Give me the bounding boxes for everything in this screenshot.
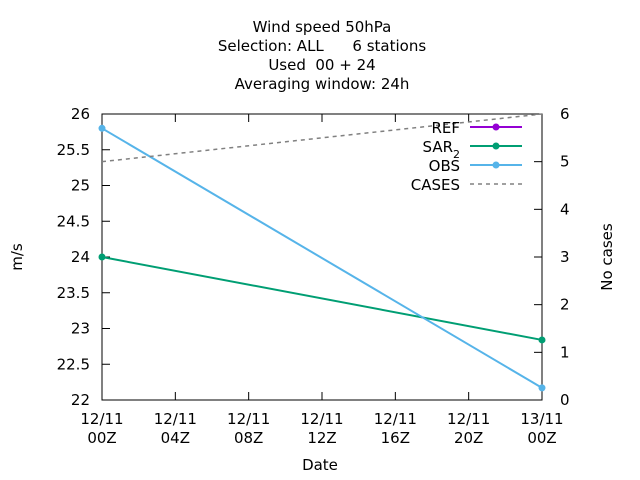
x-tick-label-hour: 08Z (234, 429, 263, 447)
legend-marker-ref (492, 123, 500, 131)
y2-tick-label: 4 (560, 200, 570, 218)
y-tick-label: 25 (71, 177, 90, 195)
y-tick-label: 25.5 (57, 141, 90, 159)
y-tick-label: 22 (71, 391, 90, 409)
y2-tick-label: 2 (560, 296, 570, 314)
legend-label-obs: OBS (429, 157, 460, 175)
legend-marker-sar (492, 142, 500, 150)
legend-label-ref: REF (431, 119, 460, 137)
y-tick-label: 23.5 (57, 284, 90, 302)
data-point-obs (98, 124, 106, 132)
series-line-sar (101, 256, 543, 341)
legend-label-sar: SAR2 (423, 138, 460, 161)
x-tick-label-date: 12/11 (154, 410, 197, 428)
data-point-sar (98, 253, 106, 261)
y2-axis: 0 1 2 3 4 5 6 (534, 105, 570, 409)
y-tick-label: 24.5 (57, 212, 90, 230)
legend-name: OBS (429, 157, 460, 175)
series-line-cases (101, 113, 543, 163)
x-tick-label-hour: 12Z (307, 429, 336, 447)
x-axis: 12/1100Z12/1104Z12/1108Z12/1112Z12/1116Z… (80, 114, 564, 447)
legend-marker-obs (492, 161, 500, 169)
title-line: Used 00 + 24 (268, 56, 375, 74)
x-tick-label-hour: 04Z (161, 429, 190, 447)
data-point-obs (538, 384, 546, 392)
x-tick-label-hour: 00Z (527, 429, 556, 447)
y-axis: 22 22.5 23 23.5 24 24.5 25 25.5 26 (57, 105, 110, 409)
series-line-obs (101, 127, 543, 389)
title-line: Averaging window: 24h (235, 75, 410, 93)
legend-name: SAR (423, 138, 453, 156)
y2-tick-label: 5 (560, 153, 570, 171)
title-line: Selection: ALL 6 stations (218, 37, 426, 55)
series-layer (98, 113, 546, 392)
legend-subscript: 2 (453, 148, 460, 161)
legend-name: REF (431, 119, 460, 137)
y-tick-label: 24 (71, 248, 90, 266)
y2-tick-label: 3 (560, 248, 570, 266)
x-tick-label-date: 12/11 (80, 410, 123, 428)
y2-tick-label: 6 (560, 105, 570, 123)
y2-tick-label: 0 (560, 391, 570, 409)
x-tick-label-date: 12/11 (374, 410, 417, 428)
y-tick-label: 22.5 (57, 355, 90, 373)
x-tick-label-hour: 00Z (87, 429, 116, 447)
y-tick-label: 23 (71, 320, 90, 338)
data-point-sar (538, 336, 546, 344)
x-tick-label-date: 12/11 (300, 410, 343, 428)
legend-name: CASES (411, 176, 460, 194)
x-tick-label-date: 13/11 (520, 410, 563, 428)
y-axis-label: m/s (8, 243, 26, 271)
y-tick-label: 26 (71, 105, 90, 123)
y2-tick-label: 1 (560, 343, 570, 361)
x-tick-label-hour: 16Z (381, 429, 410, 447)
x-tick-label-hour: 20Z (454, 429, 483, 447)
legend-label-cases: CASES (411, 176, 460, 194)
x-tick-label-date: 12/11 (227, 410, 270, 428)
y2-axis-label: No cases (598, 223, 616, 291)
x-axis-label: Date (302, 456, 338, 474)
title-line: Wind speed 50hPa (253, 18, 392, 36)
x-tick-label-date: 12/11 (447, 410, 490, 428)
